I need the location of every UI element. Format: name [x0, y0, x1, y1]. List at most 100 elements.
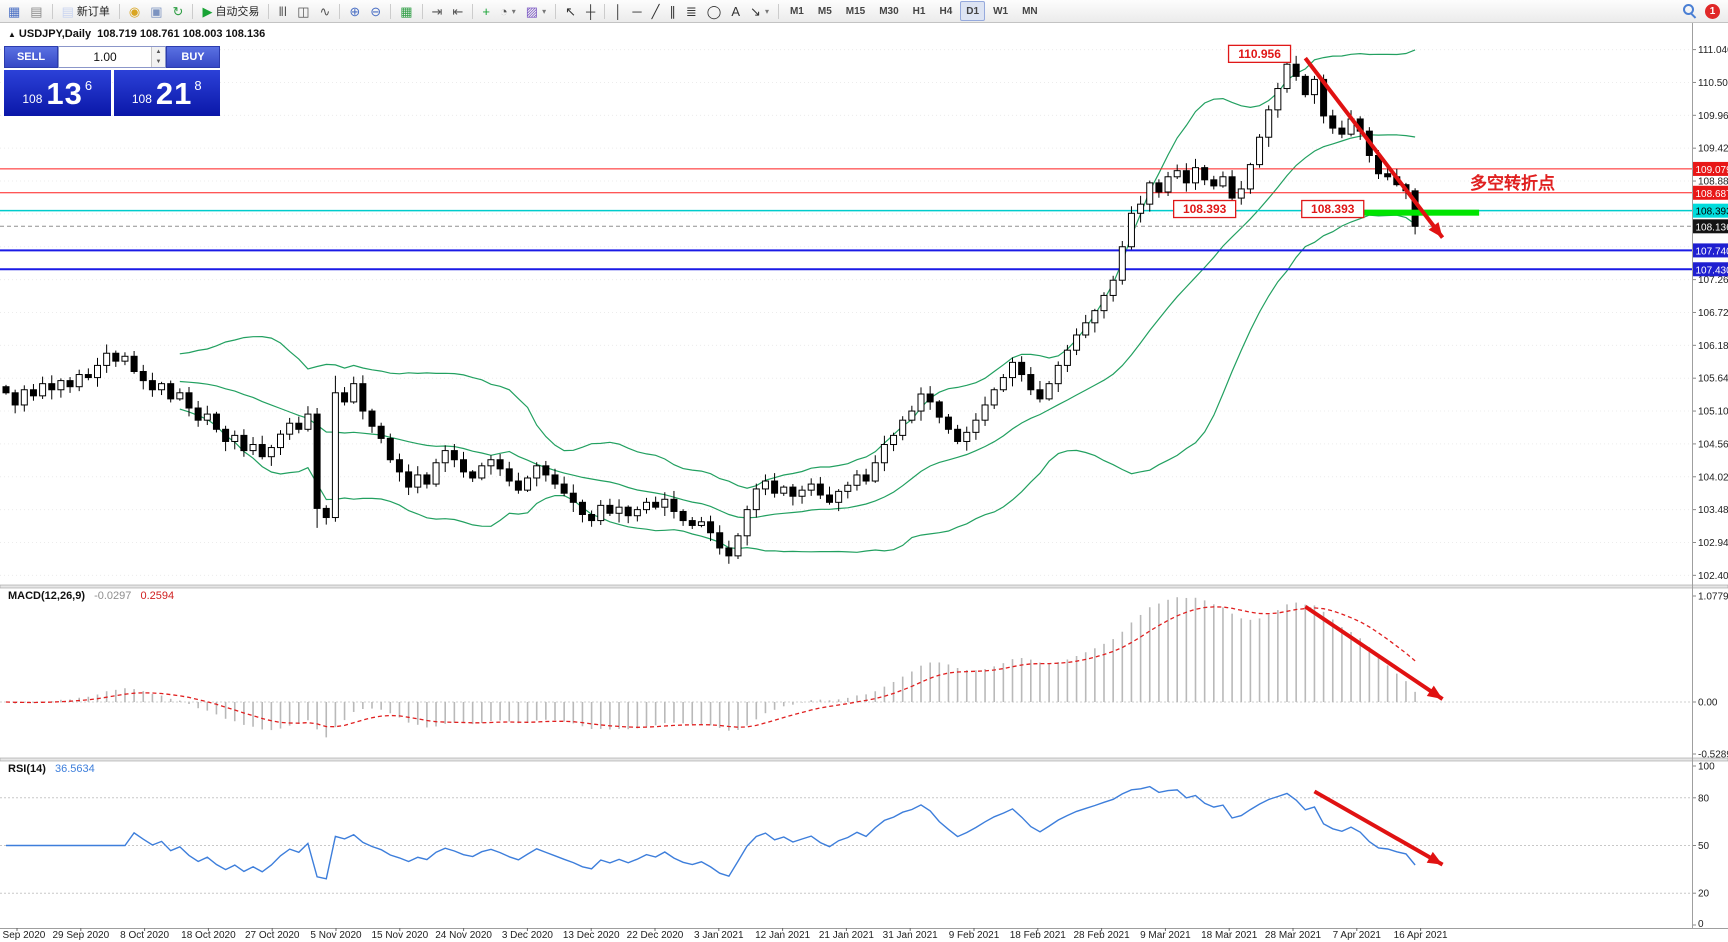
timeframe-m30-button[interactable]: M30 [873, 1, 904, 21]
line-chart-button[interactable]: ∿ [315, 1, 334, 21]
price-callout-box[interactable] [1227, 44, 1292, 64]
date-label: 5 Nov 2020 [310, 930, 362, 941]
pane-splitter[interactable] [0, 584, 1728, 589]
sell-button[interactable]: SELL [4, 46, 58, 68]
macd-signal-value: 0.2594 [140, 590, 175, 602]
support-zone[interactable] [1360, 209, 1480, 216]
date-label: 28 Feb 2021 [1074, 930, 1131, 941]
date-label: 20 Sep 2020 [0, 930, 46, 941]
chart-shift-button[interactable]: ⇤ [448, 1, 467, 21]
trend-arrow[interactable] [1304, 604, 1444, 701]
zoom-out-button[interactable]: ⊖ [366, 1, 385, 21]
cursor-button[interactable]: ↖ [561, 1, 580, 21]
volume-spinner: ▲ ▼ [151, 47, 165, 67]
fibonacci-button[interactable]: ≣ [682, 1, 701, 21]
candlestick-chart-button[interactable]: ◫ [293, 1, 313, 21]
svg-text:108.136: 108.136 [1696, 222, 1728, 233]
date-label: 22 Dec 2020 [627, 930, 684, 941]
expert-advisors-button[interactable]: ◉ [125, 1, 144, 21]
text-button[interactable]: A [727, 1, 744, 21]
timeframe-mn-button[interactable]: MN [1016, 1, 1044, 21]
zoom-in-button[interactable]: ⊕ [345, 1, 364, 21]
vertical-line-icon: │ [614, 3, 623, 19]
timeframe-d1-label: D1 [966, 5, 980, 17]
price-callout-text: 108.393 [1311, 202, 1355, 216]
volume-field[interactable]: 1.00 ▲ ▼ [58, 46, 166, 68]
scripts-button[interactable]: ▣ [146, 1, 166, 21]
timeframe-d1-button[interactable]: D1 [960, 1, 986, 21]
indicators-button[interactable]: + [478, 1, 494, 21]
timeframe-m1-button[interactable]: M1 [784, 1, 810, 21]
timeframe-h1-button[interactable]: H1 [907, 1, 932, 21]
annotation-note-text[interactable]: 多空转折点 [1470, 173, 1555, 193]
timeframe-h4-button[interactable]: H4 [933, 1, 958, 21]
new-chart-button[interactable]: ▦ [4, 1, 24, 21]
arrows-button[interactable]: ↘ ▾ [746, 1, 773, 21]
trend-arrow[interactable] [1313, 789, 1444, 867]
periods-button[interactable]: ◔ ▾ [496, 1, 520, 21]
macd-scale-label: -0.5289 [1698, 750, 1728, 761]
chart-symbol-period: USDJPY,Daily [18, 28, 92, 40]
pane-splitter[interactable] [0, 757, 1728, 762]
sell-price-prefix: 108 [22, 92, 43, 106]
equidistant-channel-button[interactable]: ∥ [665, 1, 680, 21]
text-icon: A [731, 3, 741, 19]
timeframe-m1-label: M1 [789, 5, 804, 17]
rsi-scale-label: 80 [1698, 793, 1710, 804]
timeframe-w1-button[interactable]: W1 [987, 1, 1014, 21]
rsi-scale-label: 100 [1698, 762, 1715, 773]
volume-value: 1.00 [93, 50, 117, 64]
new-order-button[interactable]: ▤ 新订单 [58, 1, 114, 21]
tile-windows-icon: ▦ [400, 3, 413, 19]
trendline-icon: ╱ [651, 3, 660, 19]
bar-chart-button[interactable]: ǁǀ [274, 1, 291, 21]
rsi-scale-label: 0 [1698, 919, 1704, 930]
horizontal-line-button[interactable]: ─ [628, 1, 645, 21]
trendline-button[interactable]: ╱ [648, 1, 664, 21]
volume-down-icon[interactable]: ▼ [155, 59, 162, 65]
buy-button[interactable]: BUY [166, 46, 220, 68]
shapes-button[interactable]: ◯ [703, 1, 726, 21]
timeframe-m15-button[interactable]: M15 [840, 1, 871, 21]
periods-dropdown-icon: ▾ [511, 6, 516, 16]
arrows-icon: ↘ [750, 3, 761, 19]
svg-text:104.560: 104.560 [1698, 439, 1728, 450]
refresh-button[interactable]: ↻ [169, 1, 188, 21]
volume-up-icon[interactable]: ▲ [155, 49, 162, 55]
templates-button[interactable]: ▨ ▾ [522, 1, 550, 21]
buy-price-box[interactable]: 108 21 8 [113, 70, 220, 116]
timeframe-m5-button[interactable]: M5 [812, 1, 838, 21]
expert-advisors-icon: ◉ [128, 3, 141, 19]
time-axis[interactable]: 20 Sep 2020 29 Sep 2020 8 Oct 2020 18 Oct 2… [0, 928, 1448, 941]
autotrading-button[interactable]: ▶ 自动交易 [198, 1, 263, 21]
vertical-line-button[interactable]: │ [610, 1, 626, 21]
date-label: 18 Oct 2020 [181, 930, 236, 941]
svg-text:105.640: 105.640 [1698, 374, 1728, 385]
svg-text:106.720: 106.720 [1698, 308, 1728, 319]
search-icon[interactable] [1683, 4, 1697, 18]
scripts-icon: ▣ [150, 3, 163, 19]
trend-arrow[interactable] [1303, 56, 1445, 239]
macd-signal-line [5, 606, 1416, 728]
date-label: 15 Nov 2020 [371, 930, 428, 941]
chart-collapse-icon[interactable]: ▲ [8, 30, 16, 39]
price-callout-box[interactable] [1301, 199, 1365, 219]
auto-scroll-button[interactable]: ⇥ [428, 1, 447, 21]
bb-middle [179, 134, 1416, 519]
notification-badge[interactable]: 1 [1705, 3, 1720, 19]
shapes-icon: ◯ [706, 3, 722, 19]
price-axis[interactable]: 109.079 108.687 108.393 108.136 107.740 107.4… [1693, 161, 1728, 277]
new-chart-icon: ▦ [8, 3, 21, 19]
tile-windows-button[interactable]: ▦ [396, 1, 416, 21]
price-callout-box[interactable] [1173, 199, 1237, 219]
bar-chart-icon: ǁǀ [278, 3, 288, 19]
crosshair-button[interactable]: ┼ [582, 1, 599, 21]
sell-price-box[interactable]: 108 13 6 [4, 70, 111, 116]
profiles-button[interactable]: ▤ [26, 1, 46, 21]
macd-scale-label: 1.0779 [1698, 592, 1728, 603]
date-label: 18 Mar 2021 [1201, 930, 1258, 941]
price-axis-badge [1693, 203, 1728, 218]
rsi-scale-label: 20 [1698, 889, 1710, 900]
timeframe-m30-label: M30 [879, 5, 899, 17]
